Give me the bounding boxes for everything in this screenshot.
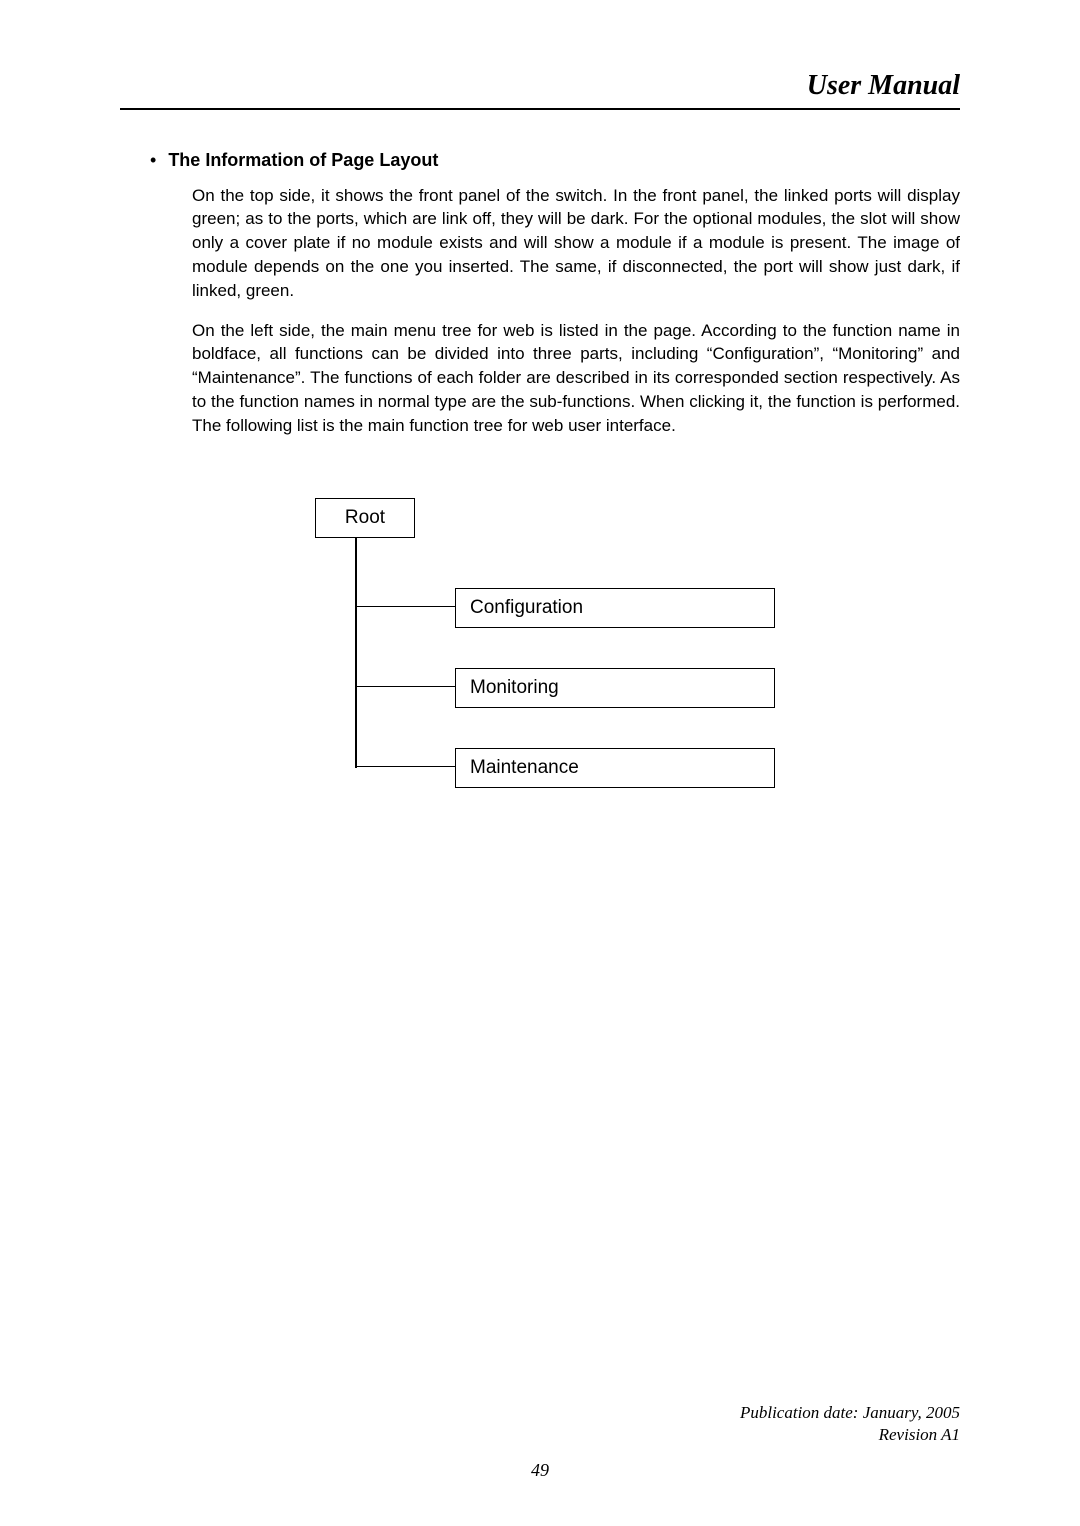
tree-child-monitoring: Monitoring	[455, 668, 775, 708]
page-number: 49	[0, 1460, 1080, 1481]
tree-connector-h2	[355, 686, 455, 688]
footer-publication-date: Publication date: January, 2005	[740, 1402, 960, 1424]
tree-connector-h1	[355, 606, 455, 608]
section-title: The Information of Page Layout	[168, 150, 438, 171]
page-footer: Publication date: January, 2005 Revision…	[740, 1402, 960, 1446]
section: • The Information of Page Layout On the …	[120, 150, 960, 818]
tree-connector-vertical	[355, 538, 357, 768]
tree-connector-h3	[355, 766, 455, 768]
tree-root-node: Root	[315, 498, 415, 538]
bullet-icon: •	[150, 150, 156, 172]
document-page: User Manual • The Information of Page La…	[0, 0, 1080, 1526]
tree-child-configuration: Configuration	[455, 588, 775, 628]
tree-diagram: Root Configuration Monitoring Maintenanc…	[315, 498, 795, 818]
tree-child-maintenance: Maintenance	[455, 748, 775, 788]
paragraph-1: On the top side, it shows the front pane…	[192, 184, 960, 303]
section-heading-row: • The Information of Page Layout	[150, 150, 960, 172]
tree-diagram-wrap: Root Configuration Monitoring Maintenanc…	[150, 498, 960, 818]
header-title: User Manual	[807, 70, 960, 101]
page-header: User Manual	[120, 70, 960, 110]
footer-revision: Revision A1	[740, 1424, 960, 1446]
paragraph-2: On the left side, the main menu tree for…	[192, 319, 960, 438]
